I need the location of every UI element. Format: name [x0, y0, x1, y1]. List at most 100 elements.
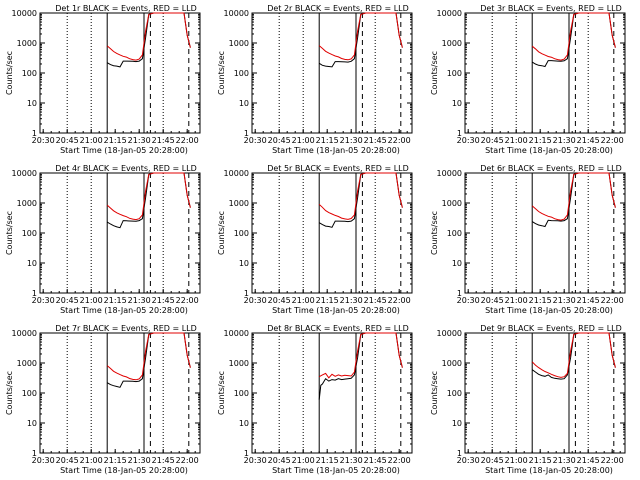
series-line-events [531, 172, 616, 228]
x-tick-label: 21:15 [529, 456, 552, 465]
y-tick-label: 10000 [224, 9, 249, 18]
x-tick-label: 21:15 [104, 296, 127, 305]
y-tick-label: 1000 [17, 199, 37, 208]
y-tick-label: 10 [452, 259, 462, 268]
chart-panel: Det 6r BLACK = Events, RED = LLD 20:30 20:… [430, 164, 626, 315]
chart-panel: Det 4r BLACK = Events, RED = LLD 20:30 20:… [5, 164, 201, 315]
y-tick-label: 1000 [442, 359, 462, 368]
series-line-lld [531, 12, 616, 61]
series-line-events [106, 172, 191, 229]
series-line-events [106, 332, 191, 388]
x-tick-label: 21:45 [152, 456, 175, 465]
y-tick-label: 10 [27, 99, 37, 108]
x-tick-label: 20:45 [268, 296, 291, 305]
x-tick-label: 20:30 [457, 136, 480, 145]
y-tick-label: 10 [27, 419, 37, 428]
x-tick-label: 21:00 [292, 456, 315, 465]
plot-frame [251, 332, 413, 454]
plot-frame [251, 172, 413, 294]
plot-frame [464, 332, 626, 454]
plot-frame [39, 12, 201, 134]
x-tick-label: 21:15 [529, 296, 552, 305]
plot-frame [39, 172, 201, 294]
y-axis-label: Counts/sec [5, 371, 14, 415]
chart-title: Det 4r BLACK = Events, RED = LLD [55, 164, 197, 173]
chart-panel: Det 7r BLACK = Events, RED = LLD 20:30 20:… [5, 324, 201, 475]
x-axis-label: Start Time (18-Jan-05 20:28:00) [60, 466, 188, 475]
y-axis-label: Counts/sec [217, 371, 226, 415]
plot-frame [464, 12, 626, 134]
series-line-lld [318, 172, 403, 220]
y-tick-label: 1000 [17, 39, 37, 48]
x-tick-label: 21:30 [340, 456, 363, 465]
series-line-lld [106, 332, 191, 381]
series-line-lld [318, 12, 403, 61]
x-tick-label: 20:45 [268, 456, 291, 465]
y-tick-label: 10 [452, 99, 462, 108]
y-tick-label: 100 [234, 69, 249, 78]
y-tick-label: 10 [239, 99, 249, 108]
y-axis-label: Counts/sec [5, 51, 14, 95]
x-tick-label: 21:45 [577, 136, 600, 145]
x-tick-label: 20:30 [244, 456, 267, 465]
x-tick-label: 22:00 [601, 136, 624, 145]
x-tick-label: 21:30 [128, 296, 151, 305]
series-line-lld [531, 332, 616, 378]
y-tick-label: 10 [239, 419, 249, 428]
x-tick-label: 20:45 [481, 296, 504, 305]
y-tick-label: 10000 [437, 9, 462, 18]
x-tick-label: 20:30 [244, 136, 267, 145]
series-line-lld [106, 12, 191, 61]
y-tick-label: 1000 [442, 39, 462, 48]
x-tick-label: 21:00 [80, 456, 103, 465]
x-tick-label: 20:30 [32, 296, 55, 305]
x-axis-label: Start Time (18-Jan-05 20:28:00) [272, 306, 400, 315]
x-tick-label: 21:15 [316, 456, 339, 465]
plot-frame [39, 332, 201, 454]
y-tick-label: 10000 [437, 329, 462, 338]
y-axis-label: Counts/sec [430, 371, 439, 415]
series-line-lld [106, 172, 191, 221]
chart-title: Det 5r BLACK = Events, RED = LLD [267, 164, 409, 173]
x-tick-label: 21:45 [152, 136, 175, 145]
series-line-events [318, 12, 403, 68]
y-tick-label: 10000 [224, 169, 249, 178]
y-tick-label: 10000 [12, 9, 37, 18]
y-tick-label: 1 [32, 289, 37, 298]
y-tick-label: 1000 [229, 39, 249, 48]
x-tick-label: 22:00 [388, 456, 411, 465]
x-tick-label: 22:00 [176, 296, 199, 305]
x-tick-label: 21:15 [104, 456, 127, 465]
x-tick-label: 20:45 [268, 136, 291, 145]
plot-frame [464, 172, 626, 294]
chart-title: Det 7r BLACK = Events, RED = LLD [55, 324, 197, 333]
y-axis-label: Counts/sec [430, 51, 439, 95]
x-tick-label: 20:45 [56, 136, 79, 145]
chart-panel: Det 8r BLACK = Events, RED = LLD 20:30 20:… [217, 324, 413, 475]
x-tick-label: 21:00 [505, 296, 528, 305]
y-tick-label: 100 [447, 69, 462, 78]
x-tick-label: 21:30 [553, 296, 576, 305]
y-axis-label: Counts/sec [430, 211, 439, 255]
x-tick-label: 20:30 [32, 456, 55, 465]
y-axis-label: Counts/sec [217, 211, 226, 255]
y-tick-label: 100 [234, 229, 249, 238]
chart-title: Det 3r BLACK = Events, RED = LLD [480, 4, 622, 13]
y-tick-label: 100 [22, 69, 37, 78]
chart-title: Det 1r BLACK = Events, RED = LLD [55, 4, 197, 13]
x-tick-label: 22:00 [601, 296, 624, 305]
x-tick-label: 21:30 [340, 136, 363, 145]
series-line-events [106, 12, 191, 68]
y-tick-label: 10 [452, 419, 462, 428]
x-tick-label: 21:45 [152, 296, 175, 305]
y-tick-label: 100 [234, 389, 249, 398]
x-tick-label: 20:30 [457, 456, 480, 465]
x-axis-label: Start Time (18-Jan-05 20:28:00) [272, 146, 400, 155]
y-tick-label: 1 [457, 129, 462, 138]
x-tick-label: 22:00 [388, 136, 411, 145]
y-tick-label: 100 [447, 389, 462, 398]
chart-title: Det 9r BLACK = Events, RED = LLD [480, 324, 622, 333]
series-line-lld [531, 172, 616, 221]
y-tick-label: 10000 [224, 329, 249, 338]
x-tick-label: 20:45 [56, 456, 79, 465]
